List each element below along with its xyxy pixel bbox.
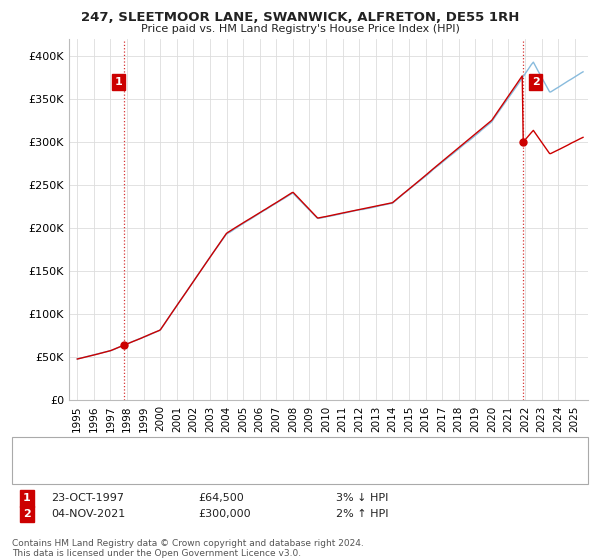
- Text: 2: 2: [532, 77, 539, 87]
- Text: Price paid vs. HM Land Registry's House Price Index (HPI): Price paid vs. HM Land Registry's House …: [140, 24, 460, 34]
- Text: 247, SLEETMOOR LANE, SWANWICK, ALFRETON, DE55 1RH (detached house): 247, SLEETMOOR LANE, SWANWICK, ALFRETON,…: [69, 457, 448, 467]
- Text: HPI: Average price, detached house, Amber Valley: HPI: Average price, detached house, Ambe…: [69, 469, 314, 479]
- Text: 1: 1: [23, 493, 31, 503]
- Text: 247, SLEETMOOR LANE, SWANWICK, ALFRETON, DE55 1RH: 247, SLEETMOOR LANE, SWANWICK, ALFRETON,…: [81, 11, 519, 24]
- Text: 1: 1: [115, 77, 122, 87]
- Text: 2: 2: [23, 509, 31, 519]
- Text: 23-OCT-1997: 23-OCT-1997: [51, 493, 124, 503]
- Text: 04-NOV-2021: 04-NOV-2021: [51, 509, 125, 519]
- Text: Contains HM Land Registry data © Crown copyright and database right 2024.
This d: Contains HM Land Registry data © Crown c…: [12, 539, 364, 558]
- Text: ——: ——: [30, 455, 55, 469]
- Text: £300,000: £300,000: [198, 509, 251, 519]
- Text: 2% ↑ HPI: 2% ↑ HPI: [336, 509, 389, 519]
- Text: £64,500: £64,500: [198, 493, 244, 503]
- Text: ——: ——: [30, 468, 55, 481]
- Text: 3% ↓ HPI: 3% ↓ HPI: [336, 493, 388, 503]
